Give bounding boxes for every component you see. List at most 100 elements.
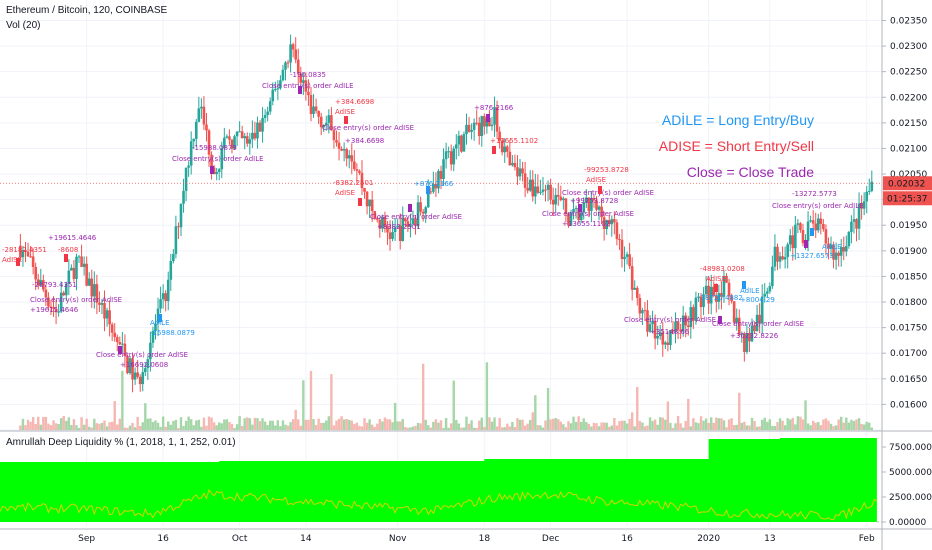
- volume-bar: [758, 426, 761, 430]
- candle-body: [732, 301, 736, 323]
- price-tick-label: 0.01600: [890, 400, 927, 410]
- candle-body: [743, 333, 746, 352]
- volume-bar: [720, 418, 723, 430]
- trade-label: AdILE: [150, 319, 170, 327]
- volume-bar: [286, 425, 290, 430]
- volume-bar: [822, 419, 825, 430]
- candle-body: [105, 310, 109, 319]
- candle-body: [511, 162, 514, 166]
- volume-bar: [740, 422, 743, 430]
- volume-bar: [827, 420, 830, 430]
- volume-bar: [493, 417, 496, 430]
- candle-body: [263, 115, 267, 119]
- volume-bar: [557, 419, 560, 430]
- candle-body: [149, 342, 152, 360]
- candle-body: [355, 169, 359, 171]
- candle-body: [656, 336, 659, 339]
- candle-body: [661, 332, 665, 345]
- volume-bar: [712, 422, 715, 430]
- trade-marker: [742, 281, 746, 289]
- volume-bar: [67, 417, 71, 430]
- trade-label: AdISE: [335, 108, 355, 116]
- volume-bar: [388, 419, 392, 430]
- candle-body: [24, 250, 27, 252]
- volume-bar: [49, 425, 53, 430]
- candle-body: [386, 225, 389, 233]
- price-axis[interactable]: 0.02350 0.02300 0.02250 0.02200 0.02150 0.021…: [882, 16, 932, 410]
- volume-bar: [184, 420, 188, 430]
- candle-body: [151, 331, 155, 343]
- volume-bar: [243, 418, 246, 430]
- volume-bar: [516, 418, 519, 430]
- volume-bar: [414, 425, 417, 430]
- candle-body: [449, 151, 453, 165]
- candle-body: [860, 203, 863, 209]
- trade-marker: [578, 204, 582, 212]
- volume-bar: [121, 370, 124, 430]
- trade-marker: [718, 316, 722, 324]
- volume-bar: [233, 427, 236, 430]
- candle-body: [210, 154, 213, 168]
- trade-label: +13655.1102: [490, 137, 538, 145]
- volume-bar: [337, 418, 341, 430]
- volume-bar: [595, 423, 598, 430]
- symbol-title[interactable]: Ethereum / Bitcoin, 120, COINBASE: [6, 5, 168, 16]
- candle-body: [791, 235, 795, 249]
- volume-bar: [834, 425, 838, 430]
- candle-body: [95, 284, 99, 303]
- volume-bar: [699, 416, 703, 430]
- time-axis[interactable]: Sep 16 Oct 14 Nov 18 Dec 16 2020 13 Feb: [78, 534, 875, 544]
- volume-bar: [427, 425, 430, 430]
- volume-bar: [411, 426, 415, 430]
- candle-body: [475, 122, 478, 124]
- trade-label: Close entry(s) order AdILE: [172, 155, 264, 163]
- candle-body: [735, 317, 738, 323]
- volume-bar: [24, 425, 27, 430]
- price-tick-label: 0.02100: [890, 144, 927, 154]
- volume-bar: [167, 421, 170, 430]
- candle-body: [345, 149, 348, 159]
- volume-bar: [763, 417, 766, 430]
- legend-long-entry: ADİLE = Long Entry/Buy: [661, 112, 814, 128]
- candle-body: [187, 165, 190, 168]
- candle-body: [722, 275, 726, 297]
- volume-bar: [370, 424, 374, 430]
- volume-bar: [312, 419, 315, 430]
- candle-body: [261, 118, 264, 132]
- volume-bar: [116, 424, 119, 430]
- candle-body: [80, 256, 83, 267]
- volume-bar: [544, 420, 547, 430]
- volume-legend[interactable]: Vol (20): [6, 20, 41, 31]
- candle-body: [824, 229, 828, 244]
- candle-body: [669, 330, 672, 345]
- volume-bar: [164, 426, 167, 430]
- candle-body: [161, 293, 165, 300]
- volume-bar: [159, 427, 162, 430]
- volume-bar: [419, 423, 422, 430]
- candle-body: [251, 132, 254, 140]
- price-badge[interactable]: [883, 176, 932, 191]
- candle-body: [419, 202, 422, 212]
- candle-body: [513, 162, 517, 168]
- volume-bar: [460, 427, 463, 430]
- volume-bar: [44, 416, 48, 430]
- volume-bar: [253, 417, 257, 430]
- trade-label: +19615.4646: [48, 234, 97, 242]
- candle-body: [138, 376, 142, 385]
- volume-bar: [850, 419, 853, 430]
- candle-body: [595, 200, 598, 210]
- indicator-legend[interactable]: Amrullah Deep Liquidity % (1, 2018, 1, 1…: [6, 437, 236, 448]
- volume-bar: [659, 417, 662, 430]
- volume-bar: [518, 419, 522, 430]
- trade-label: +8004.29: [740, 296, 775, 304]
- candle-body: [465, 124, 468, 135]
- volume-bar: [218, 422, 221, 430]
- candle-body: [485, 117, 489, 127]
- trade-label: Close entry(s) order AdISE: [542, 210, 634, 218]
- volume-bar: [230, 423, 234, 430]
- volume-bar: [266, 425, 269, 430]
- candle-body: [93, 284, 96, 297]
- candle-body: [442, 159, 445, 179]
